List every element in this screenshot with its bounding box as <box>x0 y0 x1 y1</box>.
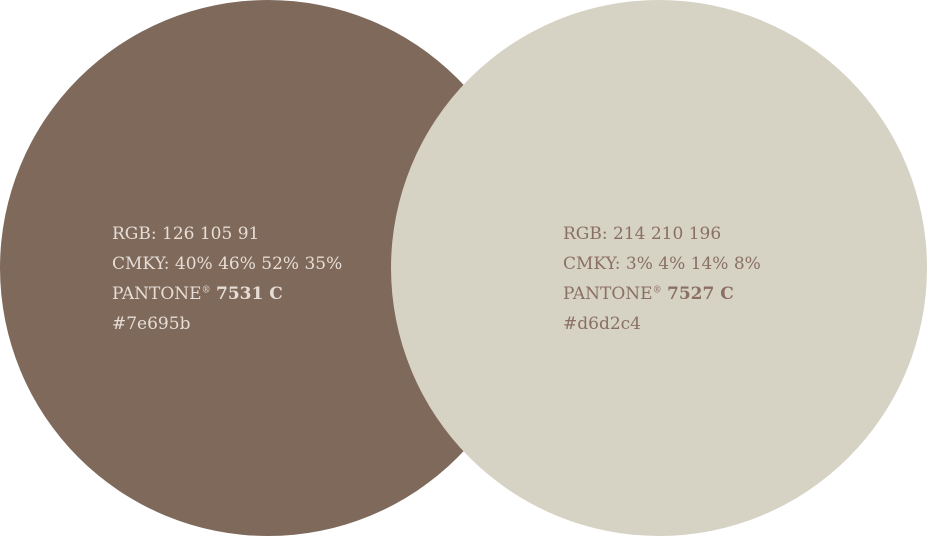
pantone-value: PANTONE® 7531 C <box>112 279 342 309</box>
registered-mark: ® <box>201 285 211 296</box>
cmyk-value: CMKY: 40% 46% 52% 35% <box>112 254 343 274</box>
pantone-code: 7531 C <box>216 284 283 304</box>
swatch-info-beige: RGB: 214 210 196 CMKY: 3% 4% 14% 8% PANT… <box>563 219 761 339</box>
pantone-label: PANTONE <box>563 284 653 304</box>
registered-mark: ® <box>652 285 662 296</box>
swatch-info-brown: RGB: 126 105 91 CMKY: 40% 46% 52% 35% PA… <box>112 219 342 339</box>
rgb-value: RGB: 214 210 196 <box>563 224 722 244</box>
pantone-label: PANTONE <box>112 284 202 304</box>
hex-value: #7e695b <box>112 314 191 334</box>
hex-value: #d6d2c4 <box>563 314 641 334</box>
cmyk-value: CMKY: 3% 4% 14% 8% <box>563 254 761 274</box>
pantone-code: 7527 C <box>667 284 734 304</box>
swatch-circle-beige <box>391 0 927 536</box>
pantone-value: PANTONE® 7527 C <box>563 279 761 309</box>
rgb-value: RGB: 126 105 91 <box>112 224 260 244</box>
